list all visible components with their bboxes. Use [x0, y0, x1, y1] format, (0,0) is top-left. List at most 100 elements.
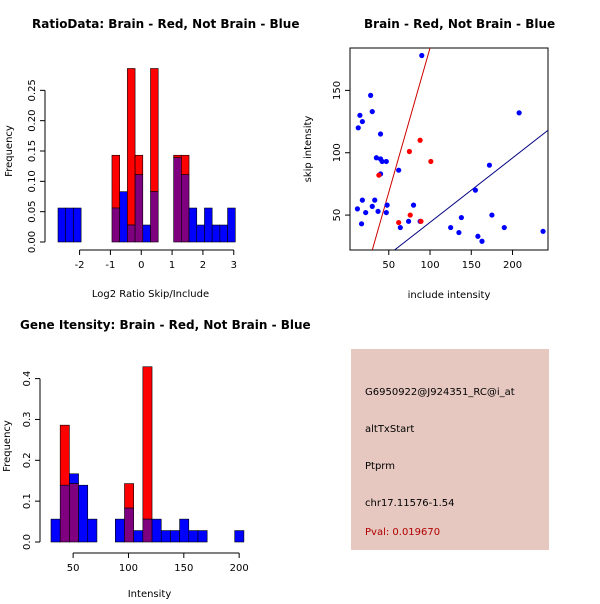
not-brain-point — [358, 221, 365, 227]
not-brain-bar — [73, 207, 82, 243]
not-brain-bar — [227, 207, 236, 243]
brain-point — [407, 212, 413, 218]
not-brain-bar — [50, 518, 61, 543]
not-brain-point — [396, 167, 402, 173]
intensity-y-tick-label: 0.3 — [22, 411, 33, 427]
not-brain-bar — [142, 224, 151, 243]
not-brain-point — [369, 203, 375, 209]
ratio-x-label: Log2 Ratio Skip/Include — [92, 289, 209, 300]
ratio-x-tick-label: 3 — [231, 260, 237, 271]
not-brain-point — [384, 202, 390, 208]
scatter-y-label: skip intensity — [303, 116, 314, 183]
brain-point — [396, 219, 402, 226]
not-brain-bar — [160, 530, 171, 543]
brain-bar — [173, 154, 182, 158]
intensity-histogram: Gene Itensity: Brain - Red, Not Brain - … — [2, 318, 311, 600]
not-brain-point — [472, 187, 478, 193]
not-brain-point — [419, 52, 425, 59]
not-brain-point — [355, 125, 361, 131]
overlap-bar — [127, 224, 136, 243]
not-brain-point — [368, 92, 374, 98]
scatter-y-tick-label: 50 — [332, 209, 343, 222]
scatter-x-tick-label: 200 — [503, 260, 522, 271]
overlap-bar — [124, 507, 134, 543]
intensity-y-label: Frequency — [2, 420, 13, 472]
not-brain-fit-line — [394, 129, 548, 250]
brain-bar — [127, 68, 136, 226]
not-brain-point — [383, 158, 389, 165]
ratio-x-tick-label: 2 — [200, 260, 206, 271]
not-brain-point — [486, 162, 493, 168]
not-brain-point — [448, 224, 454, 231]
not-brain-bar — [69, 473, 79, 484]
not-brain-point — [501, 224, 507, 231]
not-brain-bar — [234, 530, 245, 543]
not-brain-bar — [188, 207, 198, 243]
event-type: altTxStart — [365, 424, 415, 435]
info-panel: G6950922@J924351_RC@i_at altTxStart Ptpr… — [351, 349, 549, 550]
not-brain-point — [359, 197, 365, 203]
not-brain-point — [410, 202, 417, 208]
brain-bar — [59, 424, 70, 486]
genomic-location: chr17.11576-1.54 — [365, 498, 455, 509]
ratio-y-tick-label: 0.15 — [27, 140, 38, 162]
not-brain-point — [458, 214, 464, 221]
not-brain-point — [489, 212, 495, 218]
brain-fit-line — [371, 48, 431, 250]
overlap-bar — [134, 174, 144, 243]
ratio-y-tick-label: 0.10 — [27, 170, 38, 192]
intensity-y-tick-label: 0.4 — [22, 371, 33, 387]
not-brain-point — [372, 197, 378, 203]
not-brain-point — [405, 218, 412, 224]
intensity-x-tick-label: 50 — [67, 563, 80, 574]
overlap-bar — [142, 518, 153, 543]
scatter-y-tick-label: 100 — [332, 143, 343, 162]
not-brain-bar — [87, 518, 98, 543]
brain-point — [428, 158, 434, 165]
brain-point — [376, 172, 382, 178]
brain-bar — [111, 154, 120, 209]
scatter-title: Brain - Red, Not Brain - Blue — [364, 17, 555, 31]
intensity-x-tick-label: 200 — [230, 563, 249, 574]
not-brain-bar — [115, 518, 125, 543]
not-brain-point — [377, 131, 384, 137]
gene-name: Ptprm — [365, 461, 395, 472]
scatter-frame — [349, 47, 549, 251]
not-brain-point — [373, 155, 379, 161]
not-brain-point — [397, 224, 403, 231]
scatter-fit-lines — [371, 48, 548, 250]
not-brain-bar — [197, 530, 208, 543]
not-brain-bar — [170, 530, 180, 543]
scatter-x-label: include intensity — [408, 290, 491, 301]
scatter-y-tick-label: 150 — [332, 81, 343, 100]
brain-bar — [124, 483, 134, 509]
not-brain-bar — [211, 224, 221, 243]
ratio-y-tick-label: 0.05 — [27, 201, 38, 223]
intensity-title: Gene Itensity: Brain - Red, Not Brain - … — [20, 318, 311, 332]
not-brain-bar — [78, 484, 89, 543]
ratio-x-tick-label: -1 — [105, 260, 115, 271]
not-brain-bar — [57, 207, 67, 243]
brain-point — [417, 137, 423, 143]
not-brain-point — [456, 229, 462, 236]
brain-bar — [181, 154, 190, 175]
brain-bar — [134, 154, 144, 175]
not-brain-bar — [119, 191, 128, 243]
not-brain-point — [375, 208, 381, 214]
intensity-y-tick-label: 0.0 — [22, 534, 33, 550]
not-brain-bar — [204, 207, 213, 243]
not-brain-bar — [188, 530, 199, 543]
probe-id: G6950922@J924351_RC@i_at — [365, 387, 515, 398]
ratio-y-tick-label: 0.20 — [27, 110, 38, 132]
intensity-scatter: Brain - Red, Not Brain - Blue 50 100 150 200… — [303, 17, 555, 301]
brain-bar — [142, 366, 153, 520]
not-brain-point — [359, 118, 365, 125]
brain-point — [418, 218, 424, 224]
not-brain-point — [540, 228, 546, 234]
not-brain-point — [383, 209, 389, 216]
not-brain-bar — [151, 518, 162, 543]
overlap-bar — [69, 483, 79, 543]
scatter-x-tick-label: 150 — [462, 260, 481, 271]
brain-point — [406, 148, 412, 155]
scatter-x-tick-label: 100 — [420, 260, 439, 271]
